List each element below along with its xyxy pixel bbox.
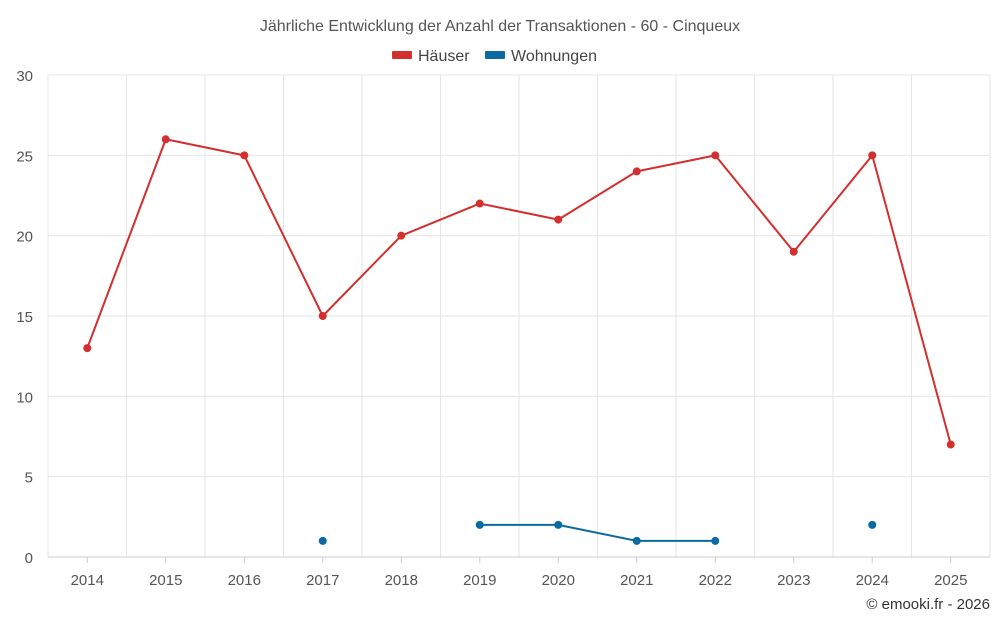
x-tick-label: 2023: [777, 572, 810, 589]
legend: Häuser Wohnungen: [392, 48, 597, 65]
legend-swatch: [392, 51, 412, 59]
x-tick-label: 2020: [542, 572, 575, 589]
data-point: [318, 536, 327, 545]
data-point: [397, 231, 406, 240]
legend-label: Wohnungen: [511, 48, 597, 65]
y-tick-label: 0: [25, 550, 33, 567]
data-point: [240, 151, 249, 160]
data-point: [711, 536, 720, 545]
x-tick-label: 2018: [385, 572, 418, 589]
x-tick-label: 2024: [856, 572, 889, 589]
y-tick-label: 10: [16, 389, 33, 406]
y-tick-label: 5: [25, 470, 33, 487]
chart-title: Jährliche Entwicklung der Anzahl der Tra…: [260, 18, 740, 35]
data-point: [554, 520, 563, 529]
y-tick-label: 20: [16, 229, 33, 246]
series-0: [83, 135, 955, 449]
data-point: [789, 247, 798, 256]
series-1: [318, 520, 877, 545]
credit-label: © emooki.fr - 2026: [866, 596, 990, 613]
x-tick-label: 2019: [463, 572, 496, 589]
legend-item-1: Wohnungen: [485, 48, 597, 65]
y-tick-label: 15: [16, 309, 33, 326]
series-line: [479, 523, 716, 542]
data-point: [868, 520, 877, 529]
data-point: [632, 167, 641, 176]
y-tick-label: 25: [16, 148, 33, 165]
data-point: [318, 312, 327, 320]
x-tick-label: 2017: [306, 572, 339, 589]
y-axis: 0 5 10 15 20 25 30: [16, 68, 33, 567]
data-point: [475, 199, 484, 208]
x-tick-label: 2016: [228, 572, 261, 589]
data-point: [83, 344, 92, 353]
data-point: [711, 151, 720, 160]
legend-swatch: [485, 51, 505, 59]
series-layer: [83, 135, 955, 545]
data-point: [475, 520, 484, 529]
grid: [47, 74, 991, 558]
data-point: [554, 215, 563, 224]
data-point: [632, 536, 641, 545]
data-point: [868, 151, 877, 160]
x-axis: 2014 2015 2016 2017 2018 2019 2020 2021 2022 2023…: [48, 556, 990, 589]
x-tick-label: 2025: [934, 572, 967, 589]
x-tick-label: 2022: [699, 572, 732, 589]
x-tick-label: 2015: [149, 572, 182, 589]
data-point: [946, 440, 955, 449]
x-tick-label: 2014: [71, 572, 104, 589]
x-tick-label: 2021: [620, 572, 653, 589]
legend-label: Häuser: [418, 48, 470, 65]
y-tick-label: 30: [16, 68, 33, 85]
series-line: [86, 138, 952, 445]
data-point: [161, 135, 170, 144]
legend-item-0: Häuser: [392, 48, 470, 65]
